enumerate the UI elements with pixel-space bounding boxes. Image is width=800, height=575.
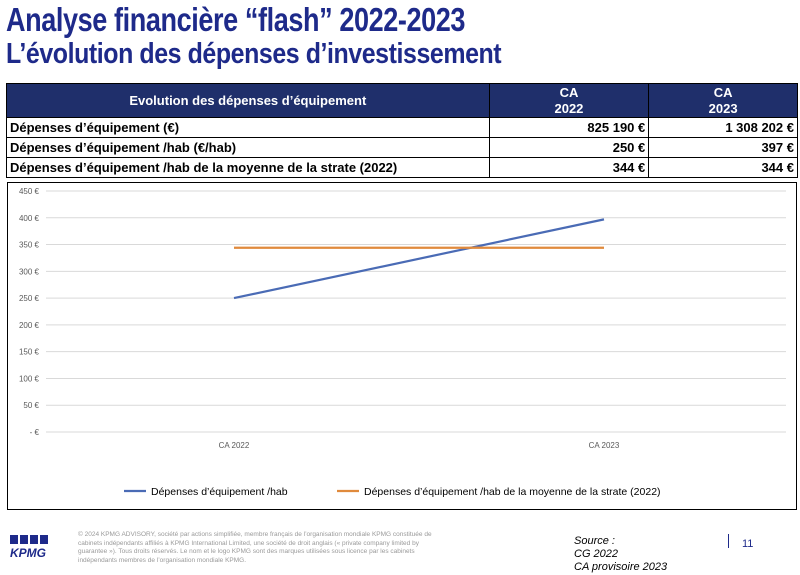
legal-notice: © 2024 KPMG ADVISORY, société par action… [78, 531, 432, 564]
y-tick-label: 50 € [23, 401, 39, 410]
series-line-1 [233, 218, 605, 300]
legend-label: Dépenses d’équipement /hab [151, 486, 288, 498]
cell-2023: 344 € [648, 157, 798, 178]
source-line: CG 2022 [574, 548, 619, 560]
y-tick-label: 200 € [19, 321, 40, 330]
page-subtitle: L’évolution des dépenses d’investissemen… [6, 38, 502, 70]
y-tick-label: 100 € [19, 374, 40, 383]
y-tick-label: 450 € [19, 187, 40, 196]
cell-2023: 397 € [648, 137, 798, 158]
source-note: Source : CG 2022 CA provisoire 2023 [574, 535, 667, 574]
chart-container: - € 50 € 100 € 150 € 200 € 250 € 300 € 350 € 400… [7, 182, 797, 510]
source-line: Source : [574, 535, 615, 547]
row-label: Dépenses d’équipement (€) [6, 117, 490, 138]
x-tick-label: CA 2022 [219, 441, 250, 450]
kpmg-logo-icon: KPMG [10, 535, 48, 560]
y-tick-label: - € [30, 428, 40, 437]
table-row: Dépenses d’équipement (€) 825 190 € 1 30… [6, 117, 798, 138]
row-label: Dépenses d’équipement /hab de la moyenne… [6, 157, 490, 178]
legend-label: Dépenses d’équipement /hab de la moyenne… [364, 486, 661, 498]
y-tick-label: 400 € [19, 214, 40, 223]
table-header-col: CA 2023 [648, 83, 798, 118]
table-row: Dépenses d’équipement /hab (€/hab) 250 €… [6, 137, 798, 158]
page-title: Analyse financière “flash” 2022-2023 [6, 1, 466, 38]
y-tick-label: 250 € [19, 294, 40, 303]
y-tick-label: 150 € [19, 348, 40, 357]
cell-2022: 250 € [488, 137, 650, 158]
table-row: Dépenses d’équipement /hab de la moyenne… [6, 157, 798, 178]
table-header-row: Evolution des dépenses d’équipement CA 2… [6, 83, 798, 118]
logo-text: KPMG [10, 546, 46, 560]
page-number: 11 [742, 538, 754, 550]
table-header-col: CA 2022 [488, 83, 650, 118]
source-line: CA provisoire 2023 [574, 561, 668, 573]
page-separator [728, 534, 729, 548]
expenditure-table: Evolution des dépenses d’équipement CA 2… [6, 83, 798, 178]
x-tick-label: CA 2023 [589, 441, 620, 450]
cell-2022: 825 190 € [488, 117, 650, 138]
row-label: Dépenses d’équipement /hab (€/hab) [6, 137, 490, 158]
line-chart: - € 50 € 100 € 150 € 200 € 250 € 300 € 350 € 400… [19, 187, 786, 498]
y-tick-label: 350 € [19, 241, 40, 250]
y-tick-label: 300 € [19, 267, 40, 276]
cell-2023: 1 308 202 € [648, 117, 798, 138]
table-header-col-2023: CA 2023 [708, 84, 738, 116]
table-header-col-2022: CA 2022 [554, 84, 584, 116]
table-header-label: Evolution des dépenses d’équipement [6, 83, 490, 118]
cell-2022: 344 € [488, 157, 650, 178]
